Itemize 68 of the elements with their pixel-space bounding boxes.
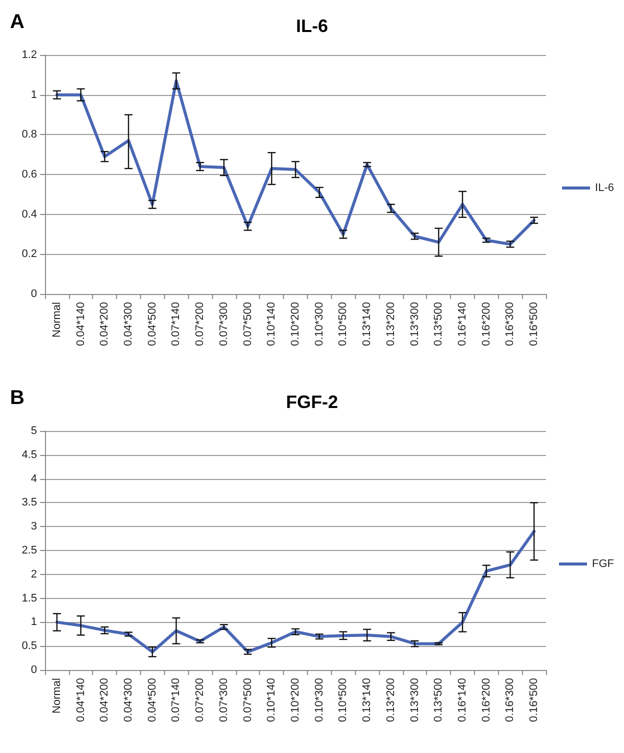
x-tick-label: 0.04*300 (122, 678, 134, 722)
x-tick-label: 0.13*200 (384, 302, 397, 346)
y-tick-label: 0.6 (22, 168, 37, 180)
line-series (55, 79, 536, 246)
x-tick-label: 0.10*140 (266, 302, 278, 346)
y-tick-label: 4 (30, 472, 37, 485)
y-tick-label: 3 (30, 520, 37, 533)
y-tick-label: 1.2 (22, 49, 37, 61)
x-tick-label: 0.07*300 (218, 678, 230, 722)
y-tick-label: 3.5 (22, 496, 37, 509)
x-tick-label: 0.04*500 (146, 678, 158, 722)
y-tick-label: 1.5 (22, 592, 37, 604)
x-tick-label: 0.16*500 (528, 302, 540, 346)
x-tick-label: 0.16*300 (504, 302, 516, 346)
x-tick-label: 0.04*200 (98, 302, 111, 346)
x-tick-label: 0.16*140 (456, 302, 468, 346)
x-tick-label: 0.10*200 (290, 302, 302, 346)
x-tick-label: 0.04*500 (146, 302, 158, 346)
x-tick-label: 0.10*300 (313, 678, 326, 722)
x-tick-label: 0.13*200 (384, 678, 397, 722)
x-tick-label: 0.07*300 (218, 302, 230, 346)
x-tick-label: 0.10*140 (266, 678, 278, 722)
x-tick-label: 0.07*140 (170, 302, 182, 346)
y-tick-label: 5 (30, 425, 37, 437)
y-tick-label: 0.4 (22, 208, 37, 220)
text: A (10, 11, 24, 33)
x-tick-label: 0.07*500 (242, 302, 254, 346)
x-tick-label: 0.16*500 (528, 678, 540, 722)
x-tick-label: 0.13*500 (432, 678, 445, 722)
x-tick-label: 0.10*500 (337, 678, 350, 722)
x-tick-label: 0.10*300 (313, 302, 326, 346)
legend-label: IL-6 (595, 182, 614, 194)
chart-title: IL-6 (296, 16, 328, 36)
x-tick-label: Normal (50, 302, 63, 338)
chart-title: FGF-2 (286, 392, 338, 412)
x-tick-label: 0.10*200 (290, 678, 302, 722)
line-series (55, 530, 536, 654)
x-tick-label: 0.13*300 (408, 302, 421, 346)
x-tick-label: 0.13*140 (361, 678, 374, 722)
legend-label: FGF (592, 558, 614, 570)
y-tick-label: 1 (30, 616, 37, 628)
text: B (10, 387, 24, 409)
y-tick-label: 0 (30, 288, 37, 300)
y-tick-label: 1 (30, 88, 37, 101)
y-tick-label: 0 (30, 664, 37, 676)
y-tick-label: 4.5 (22, 448, 37, 461)
x-tick-label: 0.16*200 (480, 302, 492, 346)
x-tick-label: 0.10*500 (337, 302, 350, 346)
x-tick-label: 0.04*200 (98, 678, 111, 722)
x-tick-label: 0.04*300 (122, 302, 134, 346)
x-tick-label: 0.16*140 (456, 678, 468, 722)
x-tick-label: 0.07*200 (194, 678, 206, 722)
y-tick-label: 2.5 (22, 544, 37, 556)
y-tick-label: 2 (30, 568, 37, 580)
x-tick-label: 0.07*140 (170, 678, 182, 722)
x-tick-label: 0.16*300 (504, 678, 516, 722)
x-tick-label: 0.04*140 (74, 678, 87, 722)
x-tick-label: 0.13*500 (432, 302, 445, 346)
x-tick-label: 0.16*200 (480, 678, 492, 722)
y-tick-label: 0.8 (22, 128, 37, 141)
x-tick-label: 0.07*200 (194, 302, 206, 346)
x-tick-label: Normal (50, 678, 63, 714)
x-tick-label: 0.04*140 (74, 302, 87, 346)
y-tick-label: 0.2 (22, 248, 37, 260)
x-tick-label: 0.07*500 (242, 678, 254, 722)
x-tick-label: 0.13*300 (408, 678, 421, 722)
y-tick-label: 0.5 (22, 640, 37, 652)
x-tick-label: 0.13*140 (361, 302, 374, 346)
